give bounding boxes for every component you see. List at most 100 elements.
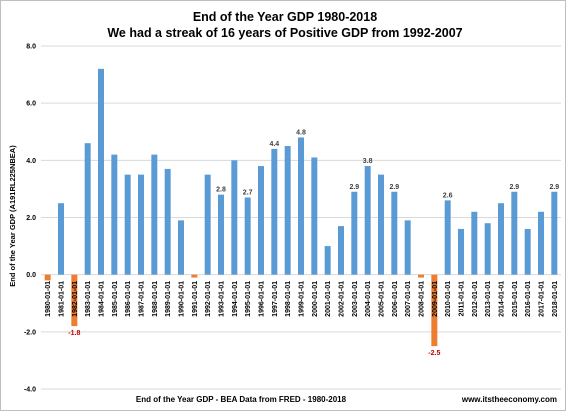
x-tick-label: 1982-01-01: [72, 281, 79, 317]
x-tick-label: 1999-01-01: [299, 281, 306, 317]
bar-1994-01-01: [231, 160, 238, 275]
x-tick-label: 1986-01-01: [125, 281, 132, 317]
x-tick-label: 2008-01-01: [419, 281, 426, 317]
x-tick-label: 2007-01-01: [405, 281, 412, 317]
y-tick-label: -4.0: [24, 387, 36, 394]
y-tick-label: 8.0: [26, 44, 36, 51]
x-tick-label: 2005-01-01: [379, 281, 386, 317]
bar-2002-01-01: [338, 226, 344, 275]
x-tick-label: 1980-01-01: [45, 281, 52, 317]
x-tick-label: 2001-01-01: [325, 281, 332, 317]
bar-1987-01-01: [138, 174, 144, 275]
data-label: 4.4: [269, 141, 279, 148]
bar-1992-01-01: [204, 174, 211, 275]
chart-subtitle: We had a streak of 16 years of Positive …: [107, 26, 462, 40]
data-label: 2.9: [549, 184, 559, 191]
x-tick-label: 2018-01-01: [552, 281, 559, 317]
data-label: 2.9: [389, 184, 399, 191]
bar-1996-01-01: [258, 166, 264, 275]
bar-2009-01-01: [431, 274, 438, 347]
data-label: 2.6: [443, 192, 453, 199]
bar-1995-01-01: [244, 197, 251, 275]
data-label: -1.8: [68, 330, 80, 337]
bar-2010-01-01: [444, 200, 451, 275]
bar-2018-01-01: [551, 191, 558, 275]
y-tick-label: 0.0: [26, 272, 36, 279]
bar-2015-01-01: [511, 191, 518, 275]
bar-2017-01-01: [538, 211, 544, 275]
bar-2004-01-01: [364, 166, 371, 275]
x-tick-label: 1983-01-01: [85, 281, 92, 317]
x-tick-label: 1995-01-01: [245, 281, 252, 317]
x-tick-label: 2006-01-01: [392, 281, 399, 317]
x-tick-label: 1987-01-01: [139, 281, 146, 317]
x-tick-label: 1988-01-01: [152, 281, 159, 317]
x-tick-label: 1984-01-01: [99, 281, 106, 317]
x-tick-label: 2004-01-01: [365, 281, 372, 317]
bar-2013-01-01: [484, 223, 491, 275]
bar-1981-01-01: [58, 203, 64, 275]
y-axis-label: End of the Year GDP (A191RL225NBEA): [8, 145, 17, 287]
bar-1990-01-01: [178, 220, 184, 275]
bar-2001-01-01: [324, 246, 331, 275]
x-tick-label: 2015-01-01: [512, 281, 519, 317]
x-tick-label: 1989-01-01: [165, 281, 172, 317]
bar-2011-01-01: [458, 228, 464, 275]
x-tick-label: 1992-01-01: [205, 281, 212, 317]
data-label: 3.8: [363, 158, 373, 165]
x-axis-label: End of the Year GDP - BEA Data from FRED…: [136, 395, 347, 404]
x-tick-label: 2002-01-01: [339, 281, 346, 317]
source-url: www.itstheeconomy.com: [461, 395, 557, 404]
bars: [44, 68, 558, 347]
x-tick-label: 1998-01-01: [285, 281, 292, 317]
bar-2008-01-01: [418, 274, 424, 278]
x-tick-label: 1981-01-01: [59, 281, 66, 317]
x-tick-label: 2013-01-01: [485, 281, 492, 317]
bar-1984-01-01: [98, 68, 104, 275]
x-tick-label: 1985-01-01: [112, 281, 119, 317]
x-axis-ticks: 1980-01-01 1981-01-01 1982-01-01 1983-01-01…: [45, 281, 559, 317]
bar-1993-01-01: [218, 194, 224, 275]
x-tick-label: 1997-01-01: [272, 281, 279, 317]
bar-2000-01-01: [311, 157, 318, 275]
bar-1986-01-01: [124, 174, 131, 275]
bar-2016-01-01: [524, 228, 531, 275]
x-tick-label: 1994-01-01: [232, 281, 239, 317]
x-tick-label: 1990-01-01: [179, 281, 186, 317]
x-tick-label: 1996-01-01: [259, 281, 266, 317]
bar-2003-01-01: [351, 191, 358, 275]
data-label: 2.9: [509, 184, 519, 191]
y-tick-label: 4.0: [26, 158, 36, 165]
x-tick-label: 2011-01-01: [459, 281, 466, 317]
bar-2006-01-01: [391, 191, 398, 275]
bar-1988-01-01: [151, 154, 158, 275]
data-label: 2.8: [216, 187, 226, 194]
data-label: -2.5: [428, 350, 440, 357]
bar-2007-01-01: [404, 220, 411, 275]
bar-2005-01-01: [378, 174, 384, 275]
data-label: 2.9: [349, 184, 359, 191]
y-axis-ticks: 8.0 6.0 4.0 2.0 0.0 -2.0 -4.0: [24, 44, 36, 394]
bar-1982-01-01: [71, 274, 78, 327]
x-tick-label: 2012-01-01: [472, 281, 479, 317]
bar-1983-01-01: [84, 143, 91, 275]
data-label: 2.7: [243, 189, 253, 196]
x-tick-label: 2016-01-01: [525, 281, 532, 317]
bar-1997-01-01: [271, 148, 278, 275]
x-tick-label: 2010-01-01: [445, 281, 452, 317]
x-tick-label: 2014-01-01: [499, 281, 506, 317]
bar-1998-01-01: [284, 146, 291, 275]
bar-1980-01-01: [44, 274, 51, 281]
x-tick-label: 1991-01-01: [192, 281, 199, 317]
bar-1999-01-01: [298, 137, 304, 275]
bar-2012-01-01: [471, 211, 478, 275]
x-tick-label: 2017-01-01: [539, 281, 546, 317]
x-tick-label: 2000-01-01: [312, 281, 319, 317]
bar-1985-01-01: [111, 154, 118, 275]
data-labels: -1.8 2.8 2.7 4.4 4.8 2.9 3.8 2.9 -2.5 2.6 2.9 2.9: [68, 129, 559, 357]
bar-1991-01-01: [191, 274, 198, 278]
y-tick-label: 6.0: [26, 101, 36, 108]
x-tick-label: 1993-01-01: [219, 281, 226, 317]
